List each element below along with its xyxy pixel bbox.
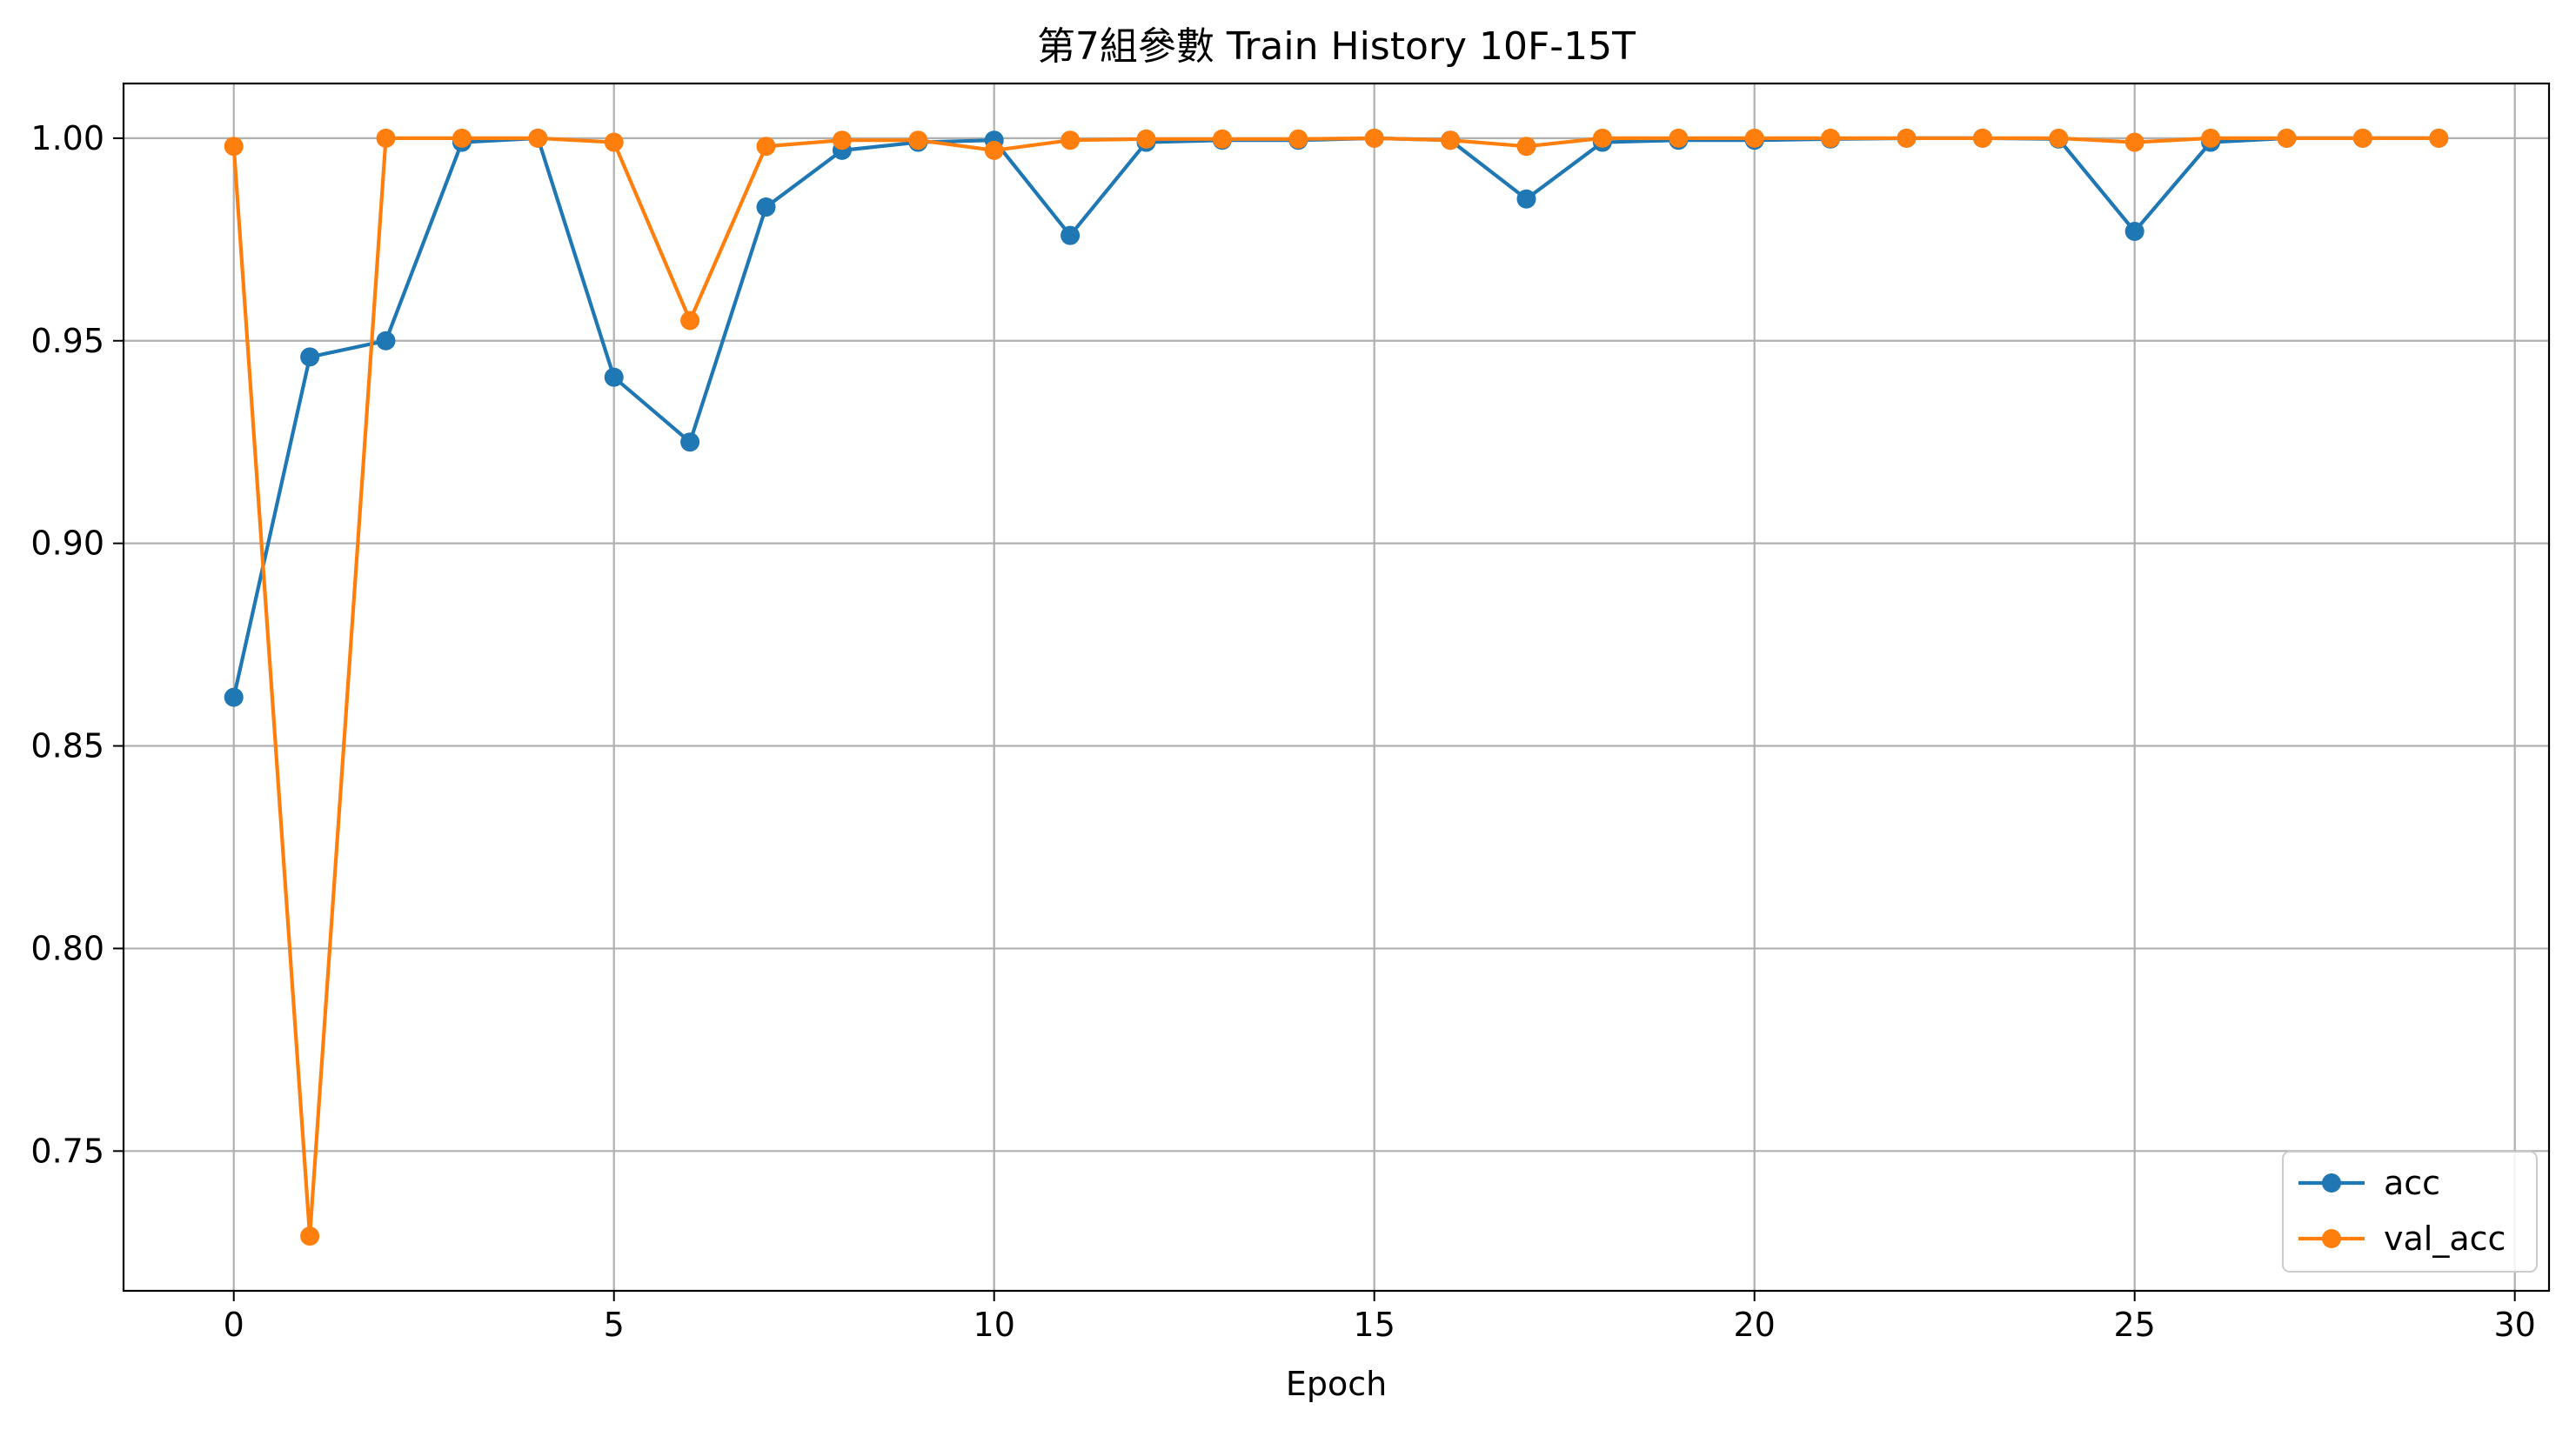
data-point-val_acc bbox=[2277, 128, 2297, 148]
data-point-val_acc bbox=[1136, 129, 1156, 149]
data-point-val_acc bbox=[1592, 128, 1612, 148]
y-tick-label: 0.85 bbox=[30, 727, 104, 765]
legend-item-val_acc: val_acc bbox=[2298, 1220, 2506, 1258]
x-tick-label: 15 bbox=[1354, 1306, 1395, 1344]
series-line-val_acc bbox=[231, 136, 2439, 1239]
series-val_acc bbox=[224, 128, 2449, 1246]
data-point-val_acc bbox=[1364, 128, 1384, 148]
grid-lines bbox=[124, 84, 2549, 1291]
data-point-val_acc bbox=[1897, 128, 1917, 148]
x-tick-label: 30 bbox=[2493, 1306, 2535, 1344]
y-tick-label: 0.95 bbox=[30, 322, 104, 360]
data-point-val_acc bbox=[1744, 128, 1764, 148]
data-point-val_acc bbox=[1212, 129, 1232, 149]
data-point-val_acc bbox=[604, 132, 624, 152]
data-point-acc bbox=[224, 687, 244, 707]
legend-marker-acc bbox=[2322, 1173, 2341, 1193]
legend: acc val_acc bbox=[2282, 1151, 2538, 1273]
y-axis: 0.75 0.80 0.85 0.90 0.95 1.00 bbox=[30, 119, 124, 1170]
data-point-val_acc bbox=[832, 130, 852, 150]
data-point-val_acc bbox=[2429, 128, 2449, 148]
data-point-val_acc bbox=[1441, 130, 1461, 150]
y-tick-label: 0.75 bbox=[30, 1132, 104, 1170]
data-point-val_acc bbox=[680, 311, 700, 331]
data-point-val_acc bbox=[2124, 132, 2144, 152]
data-point-val_acc bbox=[1516, 137, 1536, 157]
data-point-acc bbox=[1061, 225, 1081, 245]
legend-item-acc: acc bbox=[2298, 1164, 2440, 1202]
data-point-val_acc bbox=[376, 128, 396, 148]
data-point-val_acc bbox=[2201, 128, 2221, 148]
series-layer bbox=[224, 128, 2449, 1246]
data-point-acc bbox=[300, 347, 320, 367]
x-axis: 0 5 10 15 20 25 30 bbox=[224, 1291, 2536, 1344]
x-tick-label: 5 bbox=[604, 1306, 625, 1344]
data-point-acc bbox=[1516, 189, 1536, 209]
x-axis-label: Epoch bbox=[1286, 1365, 1387, 1403]
x-tick-label: 0 bbox=[224, 1306, 244, 1344]
data-point-val_acc bbox=[1061, 130, 1081, 150]
plot-frame bbox=[122, 82, 2551, 1293]
y-tick-label: 0.90 bbox=[30, 525, 104, 563]
series-line-acc bbox=[231, 136, 2439, 698]
x-tick-label: 25 bbox=[2114, 1306, 2156, 1344]
data-point-val_acc bbox=[908, 130, 928, 150]
data-point-acc bbox=[756, 197, 776, 217]
data-point-acc bbox=[376, 331, 396, 351]
data-point-val_acc bbox=[1288, 129, 1308, 149]
x-tick-label: 10 bbox=[974, 1306, 1015, 1344]
data-point-val_acc bbox=[300, 1226, 320, 1246]
data-point-acc bbox=[2124, 222, 2144, 242]
x-tick-label: 20 bbox=[1734, 1306, 1776, 1344]
data-point-acc bbox=[604, 367, 624, 387]
legend-label-val_acc: val_acc bbox=[2384, 1220, 2506, 1258]
data-point-val_acc bbox=[224, 137, 244, 157]
data-point-val_acc bbox=[2352, 128, 2372, 148]
legend-label-acc: acc bbox=[2384, 1164, 2440, 1202]
y-tick-label: 1.00 bbox=[30, 119, 104, 157]
data-point-val_acc bbox=[1669, 128, 1689, 148]
data-point-val_acc bbox=[1972, 128, 1992, 148]
series-acc bbox=[224, 128, 2449, 707]
y-tick-label: 0.80 bbox=[30, 929, 104, 967]
chart-title: 第7組參數 Train History 10F-15T bbox=[1037, 24, 1636, 69]
data-point-val_acc bbox=[756, 137, 776, 157]
data-point-acc bbox=[680, 432, 700, 452]
data-point-val_acc bbox=[452, 128, 472, 148]
data-point-val_acc bbox=[984, 140, 1004, 160]
data-point-val_acc bbox=[528, 128, 548, 148]
legend-marker-val_acc bbox=[2322, 1229, 2341, 1248]
data-point-val_acc bbox=[2049, 128, 2069, 148]
data-point-val_acc bbox=[1821, 128, 1841, 148]
